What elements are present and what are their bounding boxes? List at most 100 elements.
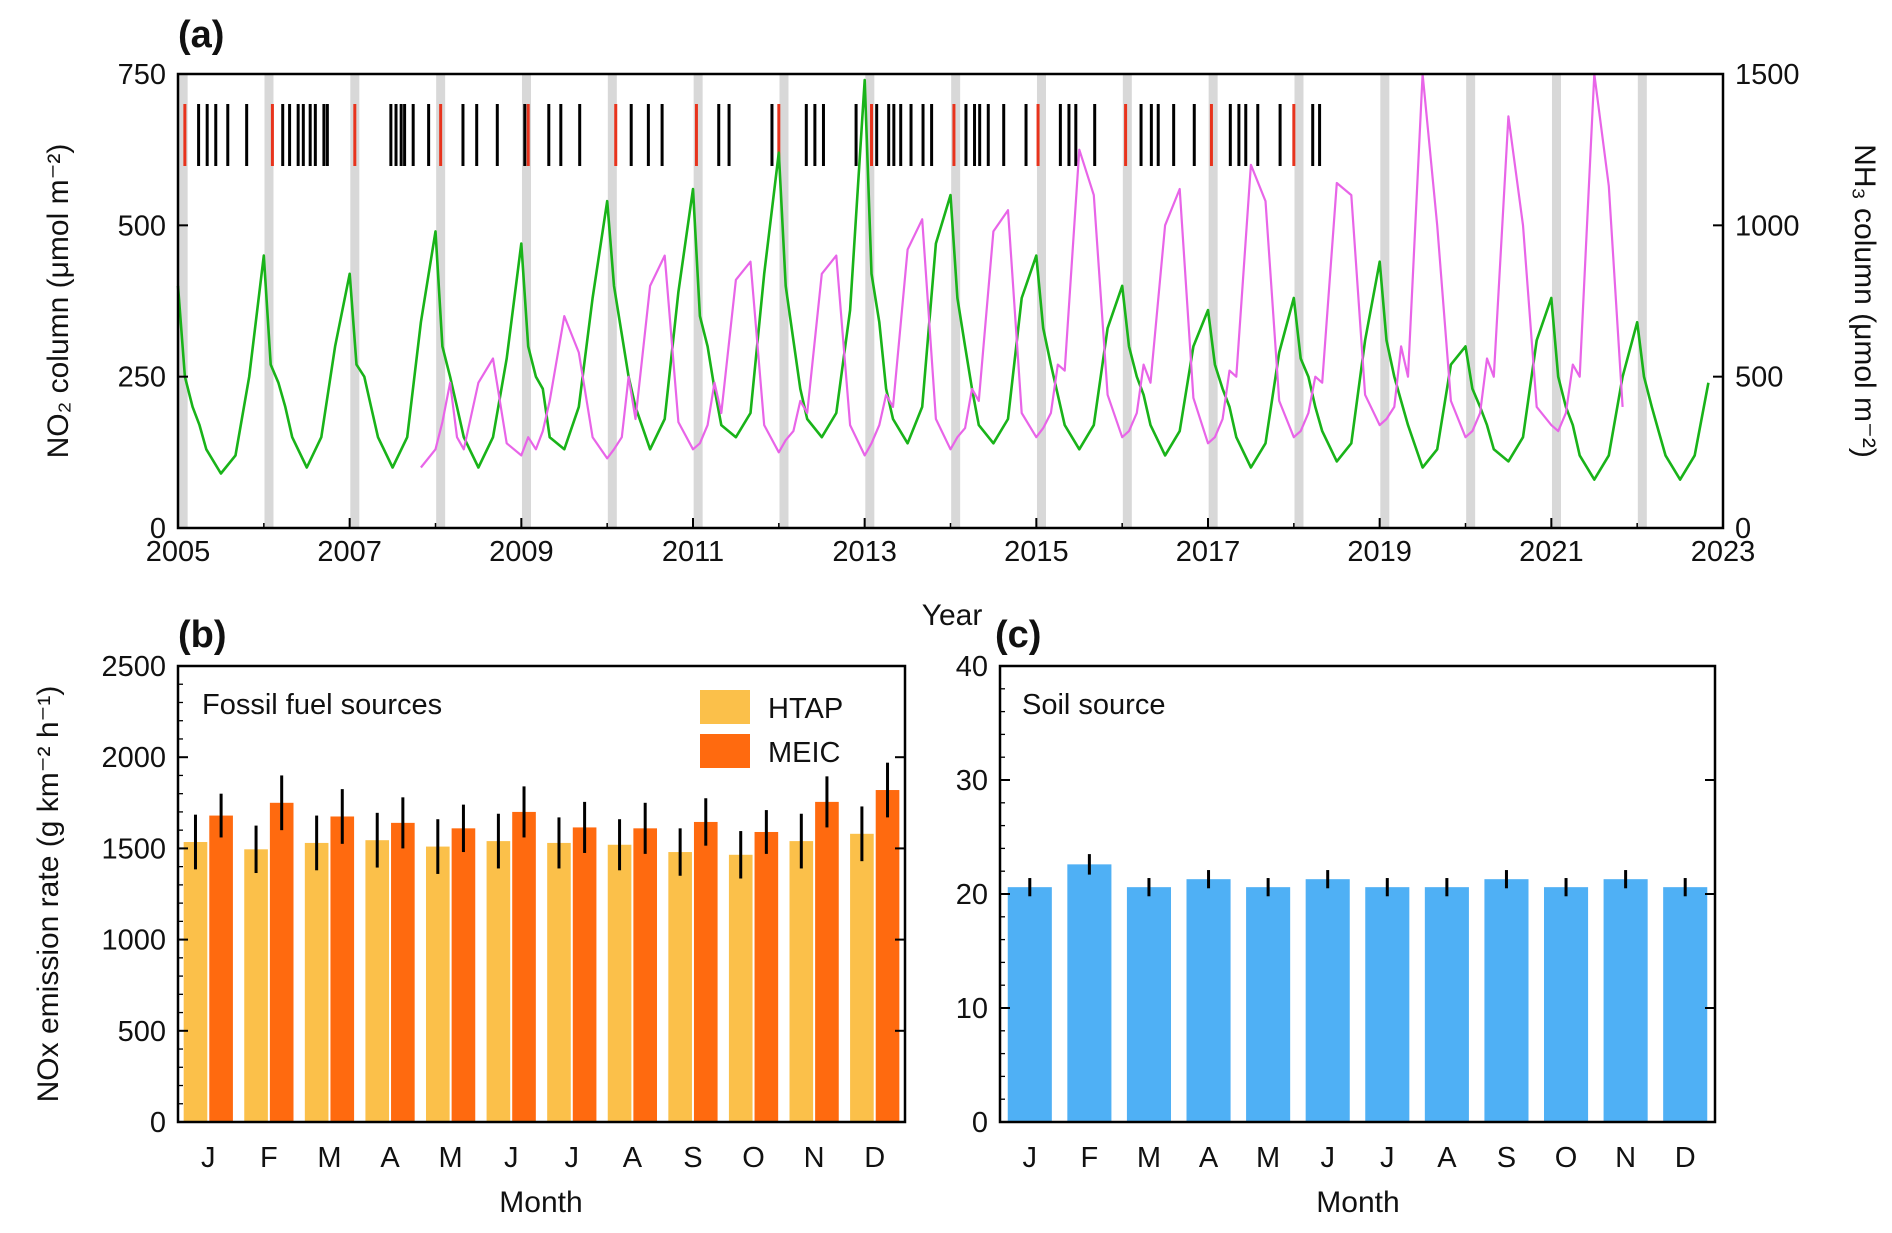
c-ytick-label-1: 10 xyxy=(956,993,988,1025)
b-axes-ticks: J F M A M J J A S O N D 0 500 1000 1500 2000 2500 xyxy=(101,651,905,1174)
series-line-nh3 xyxy=(420,72,1624,469)
series-line-no2 xyxy=(176,78,1710,481)
b-bar-htap-6 xyxy=(547,842,571,1122)
c-annotation: Soil source xyxy=(1022,689,1165,721)
c-xtick-label-2: M xyxy=(1137,1142,1161,1174)
b-ytick-label-2: 1000 xyxy=(101,925,166,957)
a-y2label: NH₃ column (μmol m⁻²) xyxy=(1848,144,1881,458)
b-ytick-label-4: 2000 xyxy=(101,742,166,774)
c-bar-soil-1 xyxy=(1067,864,1112,1122)
c-xtick-label-9: O xyxy=(1555,1142,1578,1174)
a-xtick-label-1: 2007 xyxy=(317,536,382,568)
b-bar-htap-4 xyxy=(425,846,450,1122)
c-bar-soil-7 xyxy=(1424,887,1469,1122)
a-plot-frame xyxy=(176,72,1725,530)
b-xtick-label-8: S xyxy=(683,1142,702,1174)
c-bar-soil-11 xyxy=(1663,887,1708,1122)
a-xtick-label-0: 2005 xyxy=(146,536,211,568)
shaded-period-4 xyxy=(521,74,531,528)
a-xlabel: Year xyxy=(922,599,983,632)
shaded-period-15 xyxy=(1466,74,1476,528)
b-bar-htap-2 xyxy=(304,842,329,1122)
a-xtick-label-2: 2009 xyxy=(489,536,554,568)
c-bars xyxy=(1007,854,1708,1122)
shaded-period-7 xyxy=(779,74,789,528)
b-bar-meic-9 xyxy=(754,831,779,1122)
b-ytick-label-0: 0 xyxy=(150,1107,166,1139)
b-bar-htap-9 xyxy=(728,854,753,1122)
a-ytick-label-1: 250 xyxy=(118,362,166,394)
c-xlabel: Month xyxy=(1316,1186,1399,1219)
shaded-period-1 xyxy=(264,74,274,528)
shaded-period-5 xyxy=(607,74,617,528)
c-bar-soil-8 xyxy=(1484,879,1529,1122)
b-bar-meic-8 xyxy=(693,821,718,1122)
b-bar-htap-10 xyxy=(789,841,814,1122)
b-bar-htap-7 xyxy=(607,844,632,1122)
a-y2tick-label-2: 1000 xyxy=(1735,210,1800,242)
b-bar-meic-7 xyxy=(633,828,658,1122)
b-bar-htap-0 xyxy=(183,842,208,1122)
c-xtick-label-11: D xyxy=(1675,1142,1696,1174)
legend-label-meic: MEIC xyxy=(768,737,841,769)
b-xtick-label-3: A xyxy=(380,1142,400,1174)
c-bar-soil-10 xyxy=(1603,879,1648,1122)
shaded-period-2 xyxy=(350,74,360,528)
legend-swatch-meic xyxy=(700,734,750,768)
b-xtick-label-6: J xyxy=(565,1142,580,1174)
b-xlabel: Month xyxy=(499,1186,582,1219)
b-plot-frame xyxy=(176,664,907,1124)
b-bar-meic-5 xyxy=(512,811,536,1122)
a-xtick-label-3: 2011 xyxy=(662,536,724,568)
b-bar-meic-0 xyxy=(209,815,233,1122)
c-bar-soil-4 xyxy=(1246,887,1291,1122)
a-y2tick-label-0: 0 xyxy=(1735,513,1751,545)
a-xtick-label-9: 2023 xyxy=(1691,536,1756,568)
shaded-period-16 xyxy=(1551,74,1561,528)
a-xtick-label-6: 2017 xyxy=(1176,536,1241,568)
panel-b-label: (b) xyxy=(178,614,227,656)
c-bar-soil-5 xyxy=(1305,879,1350,1122)
b-ytick-label-1: 500 xyxy=(118,1016,166,1048)
shaded-period-13 xyxy=(1294,74,1304,528)
c-axes-ticks: J F M A M J J A S O N D 0 10 20 30 40 xyxy=(956,651,1715,1174)
b-bar-htap-5 xyxy=(486,841,511,1122)
b-bar-meic-11 xyxy=(875,790,900,1122)
b-legend: HTAP MEIC xyxy=(700,690,843,769)
panel-a-label: (a) xyxy=(178,14,224,56)
a-xtick-label-5: 2015 xyxy=(1004,536,1069,568)
b-xtick-label-0: J xyxy=(201,1142,216,1174)
b-xtick-label-2: M xyxy=(317,1142,341,1174)
a-event-ticks xyxy=(183,104,1322,166)
shaded-period-11 xyxy=(1122,74,1132,528)
b-xtick-label-7: A xyxy=(623,1142,643,1174)
a-shaded-periods xyxy=(178,74,1647,528)
b-ytick-label-5: 2500 xyxy=(101,651,166,683)
b-ytick-label-3: 1500 xyxy=(101,833,166,865)
c-xtick-label-6: J xyxy=(1380,1142,1395,1174)
shaded-period-14 xyxy=(1380,74,1390,528)
b-xtick-label-11: D xyxy=(864,1142,885,1174)
b-xtick-label-5: J xyxy=(504,1142,519,1174)
c-bar-soil-2 xyxy=(1126,887,1172,1122)
a-ylabel: NO₂ column (μmol m⁻²) xyxy=(42,144,75,459)
a-series-lines xyxy=(176,72,1710,481)
shaded-period-8 xyxy=(865,74,875,528)
c-bar-soil-0 xyxy=(1007,887,1052,1122)
a-y2tick-label-1: 500 xyxy=(1735,362,1783,394)
b-xtick-label-9: O xyxy=(742,1142,765,1174)
a-xtick-label-7: 2019 xyxy=(1347,536,1412,568)
c-xtick-label-7: A xyxy=(1437,1142,1457,1174)
c-bar-soil-3 xyxy=(1186,879,1231,1122)
b-bar-meic-6 xyxy=(572,827,597,1122)
a-xtick-label-8: 2021 xyxy=(1519,536,1584,568)
b-bar-meic-4 xyxy=(451,828,476,1122)
a-ytick-label-0: 0 xyxy=(150,513,166,545)
panel-c-label: (c) xyxy=(995,614,1041,656)
c-xtick-label-5: J xyxy=(1320,1142,1335,1174)
c-xtick-label-10: N xyxy=(1615,1142,1636,1174)
b-bar-htap-11 xyxy=(850,833,874,1122)
b-bar-meic-2 xyxy=(330,816,355,1122)
legend-label-htap: HTAP xyxy=(768,693,843,725)
c-xtick-label-0: J xyxy=(1023,1142,1038,1174)
